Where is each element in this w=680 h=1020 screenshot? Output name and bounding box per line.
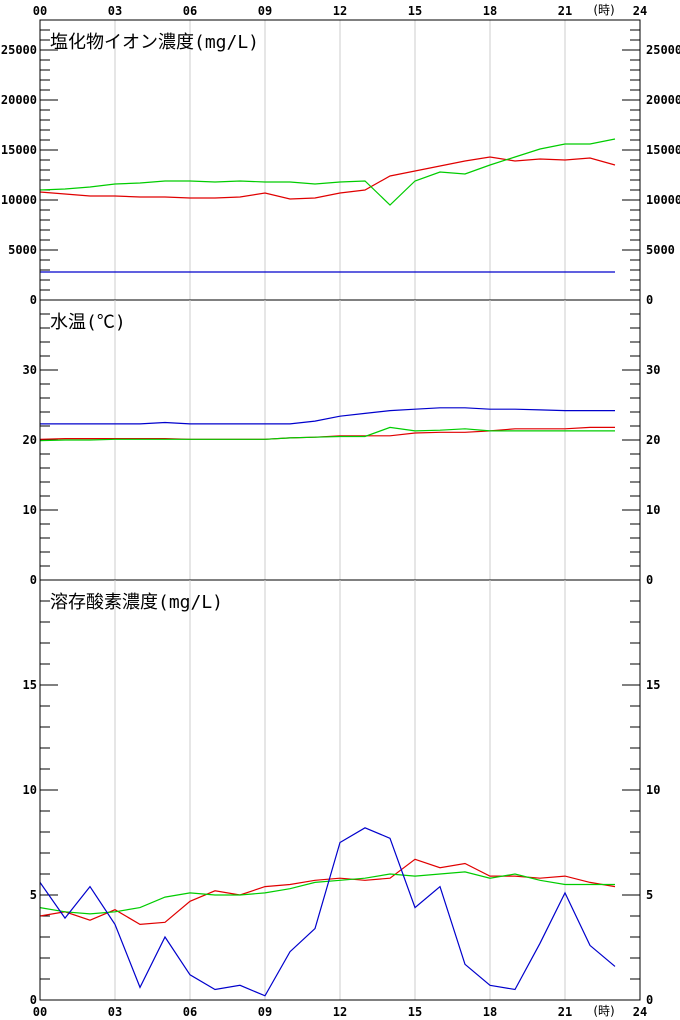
y-tick-label-right: 30 xyxy=(646,363,660,377)
water-temperature-panel: 0 0 10 10 20 20 30 30 水温(℃) xyxy=(23,300,660,587)
y-tick-label-left: 30 xyxy=(23,363,37,377)
y-tick-label-right: 0 xyxy=(646,293,653,307)
y-tick-label-right: 20 xyxy=(646,433,660,447)
bottom-x-tick-label: 21 xyxy=(558,1005,572,1019)
y-tick-label-right: 10 xyxy=(646,783,660,797)
top-x-tick-label: 18 xyxy=(483,4,497,18)
series-line xyxy=(40,407,615,425)
y-tick-label-left: 15 xyxy=(23,678,37,692)
bottom-x-tick-label: 18 xyxy=(483,1005,497,1019)
bottom-x-tick-label: 12 xyxy=(333,1005,347,1019)
bottom-x-tick-label: 06 xyxy=(183,1005,197,1019)
top-x-tick-label: 12 xyxy=(333,4,347,18)
chloride-panel: 0 0 5000 5000 10000 10000 15000 15000 20000 20000… xyxy=(1,20,680,307)
top-x-tick-label: 24 xyxy=(633,4,647,18)
y-tick-label-left: 20 xyxy=(23,433,37,447)
y-tick-label-right: 15000 xyxy=(646,143,680,157)
y-tick-label-left: 10 xyxy=(23,783,37,797)
top-x-tick-label: 03 xyxy=(108,4,122,18)
top-x-tick-label: 15 xyxy=(408,4,422,18)
series-line xyxy=(39,871,615,915)
bottom-x-tick-label: 03 xyxy=(108,1005,122,1019)
y-tick-label-left: 0 xyxy=(30,293,37,307)
y-tick-label-left: 20000 xyxy=(1,93,37,107)
y-tick-label-left: 25000 xyxy=(1,43,37,57)
y-tick-label-right: 0 xyxy=(646,573,653,587)
bottom-x-tick-label: 15 xyxy=(408,1005,422,1019)
y-tick-label-right: 10 xyxy=(646,503,660,517)
bottom-x-tick-label: 24 xyxy=(633,1005,647,1019)
series-line xyxy=(39,426,615,440)
bottom-time-axis: 00 03 06 09 12 15 18 21 24 (時) xyxy=(33,1004,647,1019)
panel-title: 塩化物イオン濃度(mg/L) xyxy=(50,32,259,53)
y-tick-label-right: 5000 xyxy=(646,243,675,257)
y-tick-label-left: 0 xyxy=(30,573,37,587)
top-x-tick-label: 09 xyxy=(258,4,272,18)
y-tick-label-right: 20000 xyxy=(646,93,680,107)
top-x-tick-label: 06 xyxy=(183,4,197,18)
y-tick-label-left: 0 xyxy=(30,993,37,1007)
bottom-time-unit: (時) xyxy=(593,1004,614,1018)
y-tick-label-right: 0 xyxy=(646,993,653,1007)
bottom-x-tick-label: 00 xyxy=(33,1005,47,1019)
series-line xyxy=(39,858,616,926)
top-x-tick-label: 21 xyxy=(558,4,572,18)
chart-frame xyxy=(39,19,641,1001)
series-line xyxy=(39,138,616,206)
top-time-unit: (時) xyxy=(593,3,614,17)
y-tick-label-left: 5 xyxy=(30,888,37,902)
y-tick-label-left: 10 xyxy=(23,503,37,517)
y-tick-label-right: 15 xyxy=(646,678,660,692)
series-line xyxy=(39,156,616,200)
y-tick-label-right: 5 xyxy=(646,888,653,902)
series-line xyxy=(39,827,616,997)
panel-title: 水温(℃) xyxy=(50,312,126,333)
top-time-axis: 00 03 06 09 12 15 18 21 24 (時) xyxy=(33,3,647,18)
y-tick-label-left: 15000 xyxy=(1,143,37,157)
y-tick-label-left: 5000 xyxy=(8,243,37,257)
y-tick-label-left: 10000 xyxy=(1,193,37,207)
top-x-tick-label: 00 xyxy=(33,4,47,18)
y-tick-label-right: 10000 xyxy=(646,193,680,207)
dissolved-oxygen-panel: 0 0 5 5 10 10 15 15 溶存酸素濃度(mg/L) xyxy=(23,580,660,1007)
series-line xyxy=(39,426,615,442)
panel-title: 溶存酸素濃度(mg/L) xyxy=(50,592,223,613)
bottom-x-tick-label: 09 xyxy=(258,1005,272,1019)
y-tick-label-right: 25000 xyxy=(646,43,680,57)
